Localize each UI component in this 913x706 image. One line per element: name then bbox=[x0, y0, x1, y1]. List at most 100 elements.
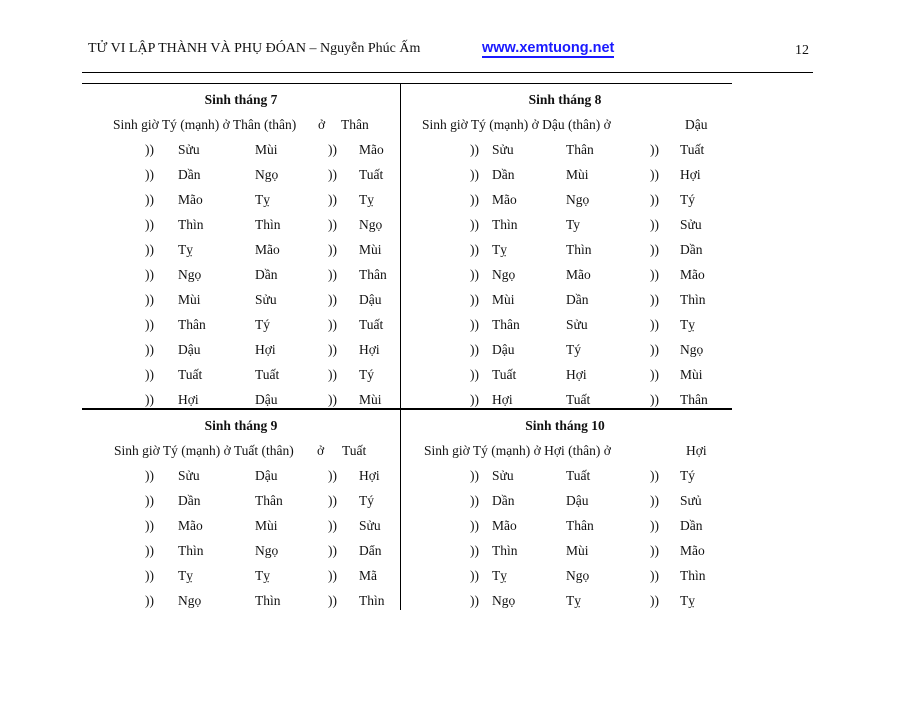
table-cell: Thìn bbox=[359, 593, 385, 608]
table-cell: Mùi bbox=[359, 242, 382, 257]
table-cell: Thìn bbox=[680, 568, 706, 583]
table-cell: Ngọ bbox=[566, 192, 590, 207]
table-cell: Mão bbox=[178, 518, 203, 533]
table-cell: Tỵ bbox=[680, 317, 695, 332]
table-cell: Thìn bbox=[492, 217, 518, 232]
section-subtitle-value: Hợi bbox=[686, 443, 707, 458]
ditto-mark: )) bbox=[650, 367, 659, 382]
table-cell: Sửu bbox=[359, 518, 381, 533]
table-cell: Dần bbox=[255, 267, 278, 282]
table-cell: Thân bbox=[359, 267, 387, 282]
ditto-mark: )) bbox=[650, 518, 659, 533]
table-cell: Mão bbox=[492, 192, 517, 207]
table-cell: Mùi bbox=[680, 367, 703, 382]
table-cell: Thân bbox=[566, 142, 594, 157]
table-cell: Tý bbox=[680, 468, 695, 483]
ditto-mark: )) bbox=[470, 543, 479, 558]
table-cell: Hợi bbox=[492, 392, 513, 407]
ditto-mark: )) bbox=[470, 342, 479, 357]
table-vertical-divider bbox=[400, 83, 401, 610]
table-cell: Sửu bbox=[178, 142, 200, 157]
ditto-mark: )) bbox=[328, 217, 337, 232]
table-cell: Dậu bbox=[492, 342, 515, 357]
section-subtitle: Sinh giờ Tý (mạnh) ở Hợi (thân) ở bbox=[424, 443, 611, 458]
table-cell: Tuất bbox=[680, 142, 705, 157]
ditto-mark: )) bbox=[145, 392, 154, 407]
section-subtitle-o: ở bbox=[317, 443, 325, 458]
table-cell: Ty bbox=[566, 217, 581, 232]
table-cell: Thìn bbox=[255, 593, 281, 608]
table-cell: Tý bbox=[680, 192, 695, 207]
table-cell: Tuất bbox=[566, 392, 591, 407]
ditto-mark: )) bbox=[145, 317, 154, 332]
ditto-mark: )) bbox=[145, 518, 154, 533]
table-cell: Tuất bbox=[492, 367, 517, 382]
ditto-mark: )) bbox=[145, 217, 154, 232]
section-subtitle-value: Thân bbox=[341, 117, 369, 132]
table-cell: Ngọ bbox=[492, 267, 516, 282]
table-cell: Ngọ bbox=[178, 267, 202, 282]
website-link-text[interactable]: www.xemtuong.net bbox=[482, 40, 615, 58]
table-cell: Sửu bbox=[492, 142, 514, 157]
table-cell: Dẩn bbox=[359, 543, 382, 558]
ditto-mark: )) bbox=[328, 593, 337, 608]
table-cell: Ngọ bbox=[255, 543, 279, 558]
table-cell: Hợi bbox=[566, 367, 587, 382]
table-cell: Dần bbox=[492, 167, 515, 182]
table-cell: Sửu bbox=[178, 468, 200, 483]
section-title: Sinh tháng 8 bbox=[528, 92, 602, 107]
page-number: 12 bbox=[795, 43, 809, 58]
table-cell: Tý bbox=[255, 317, 270, 332]
table-cell: Tỵ bbox=[178, 568, 193, 583]
ditto-mark: )) bbox=[470, 217, 479, 232]
website-link[interactable]: www.xemtuong.net bbox=[482, 40, 615, 58]
section-title: Sinh tháng 9 bbox=[204, 418, 278, 433]
table-cell: Tý bbox=[359, 367, 374, 382]
table-cell: Hợi bbox=[359, 342, 380, 357]
table-cell: Tỵ bbox=[359, 192, 374, 207]
table-cell: Sưủ bbox=[680, 493, 702, 508]
ditto-mark: )) bbox=[328, 392, 337, 407]
table-cell: Sửu bbox=[680, 217, 702, 232]
ditto-mark: )) bbox=[328, 342, 337, 357]
ditto-mark: )) bbox=[470, 493, 479, 508]
table-cell: Mùi bbox=[492, 292, 515, 307]
table-cell: Tỵ bbox=[255, 192, 270, 207]
table-cell: Tỵ bbox=[255, 568, 270, 583]
table-cell: Mã bbox=[359, 568, 377, 583]
table-cell: Dậu bbox=[255, 468, 278, 483]
ditto-mark: )) bbox=[650, 142, 659, 157]
table-cell: Hợi bbox=[178, 392, 199, 407]
ditto-mark: )) bbox=[470, 267, 479, 282]
table-cell: Mùi bbox=[359, 392, 382, 407]
ditto-mark: )) bbox=[145, 242, 154, 257]
table-cell: Tỵ bbox=[492, 242, 507, 257]
ditto-mark: )) bbox=[470, 367, 479, 382]
ditto-mark: )) bbox=[328, 267, 337, 282]
table-cell: Tý bbox=[359, 493, 374, 508]
table-cell: Tuất bbox=[566, 468, 591, 483]
table-cell: Mùi bbox=[178, 292, 201, 307]
table-cell: Mùi bbox=[255, 142, 278, 157]
section-subtitle-value: Tuất bbox=[342, 443, 367, 458]
table-cell: Dần bbox=[492, 493, 515, 508]
table-cell: Thân bbox=[492, 317, 520, 332]
ditto-mark: )) bbox=[328, 192, 337, 207]
ditto-mark: )) bbox=[145, 568, 154, 583]
table-cell: Dậu bbox=[566, 493, 589, 508]
table-cell: Sửu bbox=[255, 292, 277, 307]
ditto-mark: )) bbox=[328, 468, 337, 483]
ditto-mark: )) bbox=[328, 543, 337, 558]
ditto-mark: )) bbox=[328, 367, 337, 382]
table-cell: Thân bbox=[680, 392, 708, 407]
section-subtitle: Sinh giờ Tý (mạnh) ở Dậu (thân) ở bbox=[422, 117, 611, 132]
ditto-mark: )) bbox=[650, 242, 659, 257]
ditto-mark: )) bbox=[470, 593, 479, 608]
table-cell: Hợi bbox=[359, 468, 380, 483]
table-cell: Thìn bbox=[566, 242, 592, 257]
ditto-mark: )) bbox=[470, 292, 479, 307]
section-subtitle-o: ở bbox=[318, 117, 326, 132]
table-cell: Mão bbox=[680, 543, 705, 558]
ditto-mark: )) bbox=[650, 292, 659, 307]
table-cell: Mão bbox=[680, 267, 705, 282]
